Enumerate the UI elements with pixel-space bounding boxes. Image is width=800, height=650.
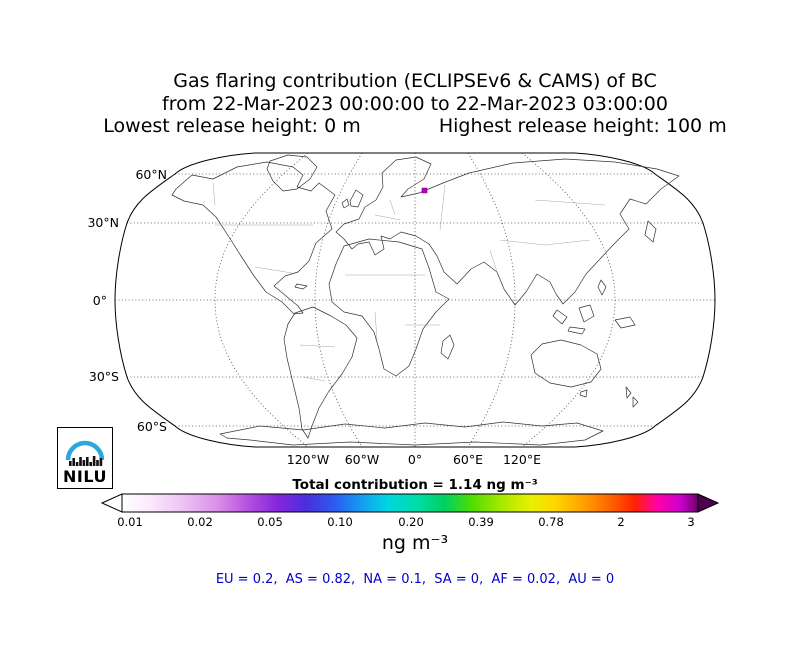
madagascar [440, 334, 455, 360]
north-america [171, 161, 336, 315]
world-map: 60°N 30°N 0° 30°S 60°S 120°W 60°W 0° 60°… [87, 152, 716, 467]
cbar-tick: 3 [687, 515, 694, 529]
australia [530, 339, 602, 388]
cbar-tick: 0.01 [117, 515, 143, 529]
logo-skyline-bars [69, 456, 103, 466]
lat-label: 30°S [89, 369, 119, 384]
lowest-release-height-label: Lowest release height: 0 m [103, 115, 361, 137]
cbar-tick: 0.10 [327, 515, 353, 529]
title-line-3: Lowest release height: 0 m Highest relea… [30, 115, 800, 138]
philippines [597, 279, 607, 296]
colorbar-gradient-bar [121, 493, 699, 513]
concentration-marker [421, 187, 428, 194]
lat-label: 30°N [87, 215, 119, 230]
nilu-logo: NILU [57, 427, 113, 489]
lon-label: 120°E [503, 452, 541, 467]
greenland [266, 154, 318, 192]
country-borders [212, 182, 606, 382]
lon-label: 60°E [453, 452, 483, 467]
colorbar-right-arrow [697, 493, 720, 513]
nilu-logo-icon [65, 440, 105, 466]
cbar-tick: 0.02 [187, 515, 213, 529]
ireland [341, 198, 350, 209]
lat-label: 60°S [137, 419, 167, 434]
total-contribution-label: Total contribution = 1.14 ng m⁻³ [292, 477, 538, 493]
lon-label: 120°W [287, 452, 329, 467]
nilu-logo-text: NILU [63, 467, 107, 486]
figure-title: Gas flaring contribution (ECLIPSEv6 & CA… [30, 70, 800, 138]
japan [644, 220, 657, 243]
africa [328, 238, 450, 377]
eurasia [335, 156, 680, 306]
lon-label: 0° [408, 452, 422, 467]
latitude-labels: 60°N 30°N 0° 30°S 60°S [87, 167, 167, 434]
sumatra [552, 309, 568, 325]
lat-label: 60°N [135, 167, 167, 182]
tasmania [579, 389, 588, 398]
lon-label: 60°W [345, 452, 380, 467]
regional-contributions-line: EU = 0.2, AS = 0.82, NA = 0.1, SA = 0, A… [215, 572, 615, 587]
new-guinea [614, 316, 636, 329]
longitude-labels: 120°W 60°W 0° 60°E 120°E [287, 452, 541, 467]
lat-label: 0° [93, 293, 107, 308]
cuba [294, 283, 308, 290]
java [567, 326, 586, 335]
map-outline [114, 152, 716, 448]
cbar-tick: 0.20 [398, 515, 424, 529]
antarctica [219, 421, 604, 446]
cbar-tick: 0.05 [257, 515, 283, 529]
cbar-tick: 0.78 [538, 515, 564, 529]
south-america [283, 306, 358, 439]
logo-arc [65, 440, 105, 461]
colorbar: 0.01 0.02 0.05 0.10 0.20 0.39 0.78 2 3 [100, 493, 720, 529]
borneo [578, 304, 595, 323]
colorbar-tick-labels: 0.01 0.02 0.05 0.10 0.20 0.39 0.78 2 3 [117, 515, 694, 529]
cbar-tick: 0.39 [468, 515, 494, 529]
cbar-tick: 2 [617, 515, 624, 529]
colorbar-left-arrow [100, 493, 123, 513]
title-line-1: Gas flaring contribution (ECLIPSEv6 & CA… [173, 70, 657, 92]
continents [171, 154, 680, 446]
great-britain [349, 189, 364, 208]
highest-release-height-label: Highest release height: 100 m [438, 115, 727, 137]
new-zealand-south [632, 396, 639, 408]
title-line-2: from 22-Mar-2023 00:00:00 to 22-Mar-2023… [162, 92, 668, 115]
colorbar-unit-label: ng m⁻³ [381, 532, 449, 554]
new-zealand-north [625, 386, 632, 399]
graticule [115, 152, 715, 448]
